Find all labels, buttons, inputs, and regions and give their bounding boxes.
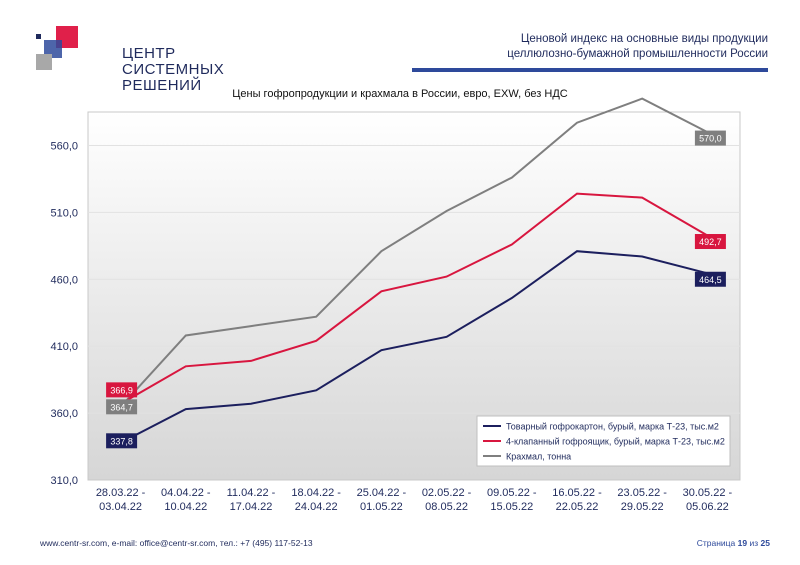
data-label-box	[694, 234, 726, 250]
logo-mark	[36, 26, 78, 70]
chart-title: Цены гофропродукции и крахмала в России,…	[232, 88, 568, 100]
y-axis: 310,0 360,0 410,0 460,0 510,0 560,0	[50, 140, 78, 487]
of-word: из	[749, 538, 759, 548]
data-label: 492,7	[694, 234, 726, 250]
logo-line3: РЕШЕНИЙ	[122, 77, 202, 94]
series-lines	[119, 97, 708, 444]
data-label-text: 364,7	[110, 402, 133, 412]
data-label-box	[106, 433, 138, 449]
footer-contacts: www.centr-sr.com, e-mail: office@centr-s…	[40, 538, 313, 548]
x-tick-label: 16.05.22 -	[552, 487, 602, 499]
x-tick-label: 09.05.22 -	[487, 487, 537, 499]
x-tick-label: 04.04.22 -	[161, 487, 211, 499]
legend-label: Крахмал, тонна	[506, 452, 571, 462]
header-line2: целлюлозно-бумажной промышленности Росси…	[507, 48, 768, 60]
x-tick-label: 28.03.22 -	[96, 487, 146, 499]
data-label-box	[106, 382, 138, 398]
x-tick-label: 17.04.22	[230, 501, 273, 513]
data-label-box	[694, 130, 726, 146]
page-number: 19	[737, 538, 748, 548]
data-label: 366,9	[106, 382, 138, 398]
x-tick-label: 10.04.22	[164, 501, 207, 513]
x-tick-label: 24.04.22	[295, 501, 338, 513]
report-header: Ценовой индекс на основные виды продукци…	[507, 32, 768, 62]
page-indicator: Страница 19 из 25	[697, 538, 770, 548]
x-tick-label: 25.04.22 -	[357, 487, 407, 499]
data-label-text: 464,5	[699, 275, 722, 285]
x-tick-label: 01.05.22	[360, 501, 403, 513]
gridlines	[88, 144, 740, 414]
legend-label: Товарный гофрокартон, бурый, марка Т-23,…	[506, 422, 719, 432]
data-label-box	[694, 271, 726, 287]
x-tick-label: 05.06.22	[686, 501, 729, 513]
x-tick-label: 30.05.22 -	[683, 487, 733, 499]
y-tick-label: 310,0	[50, 475, 78, 487]
data-label: 570,0	[694, 130, 726, 146]
series-line	[120, 250, 708, 444]
data-label-text: 570,0	[699, 134, 722, 144]
data-label: 364,7	[106, 399, 138, 415]
y-tick-label: 360,0	[50, 408, 78, 420]
y-tick-label: 460,0	[50, 274, 78, 286]
data-label: 464,5	[694, 271, 726, 287]
x-tick-label: 02.05.22 -	[422, 487, 472, 499]
page-word: Страница	[696, 538, 736, 548]
x-tick-label: 08.05.22	[425, 501, 468, 513]
x-axis: 28.03.22 - 03.04.22 04.04.22 - 10.04.22 11.0…	[96, 487, 733, 513]
y-tick-label: 410,0	[50, 341, 78, 353]
logo-line2: СИСТЕМНЫХ	[122, 61, 225, 78]
legend: Товарный гофрокартон, бурый, марка Т-23,…	[476, 415, 731, 467]
legend-box	[476, 415, 731, 467]
page-total: 25	[760, 538, 770, 548]
x-tick-label: 23.05.22 -	[617, 487, 667, 499]
header-divider	[412, 68, 768, 72]
x-tick-label: 18.04.22 -	[291, 487, 341, 499]
x-tick-label: 03.04.22	[99, 501, 142, 513]
x-tick-label: 11.04.22 -	[227, 487, 276, 499]
data-label-text: 366,9	[110, 385, 133, 395]
series-line	[120, 192, 708, 405]
data-label-text: 337,8	[110, 436, 133, 446]
data-label-box	[106, 399, 138, 415]
data-label: 337,8	[106, 433, 138, 449]
series-line	[119, 97, 708, 408]
logo-line1: ЦЕНТР	[122, 45, 176, 62]
y-tick-label: 510,0	[50, 207, 78, 219]
header-line1: Ценовой индекс на основные виды продукци…	[520, 33, 768, 45]
x-tick-label: 22.05.22	[556, 501, 599, 513]
data-label-text: 492,7	[699, 237, 722, 247]
legend-label: 4-клапанный гофроящик, бурый, марка Т-23…	[506, 437, 725, 447]
logo-text: ЦЕНТР СИСТЕМНЫХ РЕШЕНИЙ	[122, 46, 224, 94]
company-logo: ЦЕНТР СИСТЕМНЫХ РЕШЕНИЙ	[34, 26, 224, 94]
x-tick-label: 29.05.22	[621, 501, 664, 513]
data-labels: 337,8 464,5 366,9 492,7 364,7 570,0	[106, 130, 726, 449]
x-tick-label: 15.05.22	[490, 501, 533, 513]
y-tick-label: 560,0	[50, 140, 78, 152]
